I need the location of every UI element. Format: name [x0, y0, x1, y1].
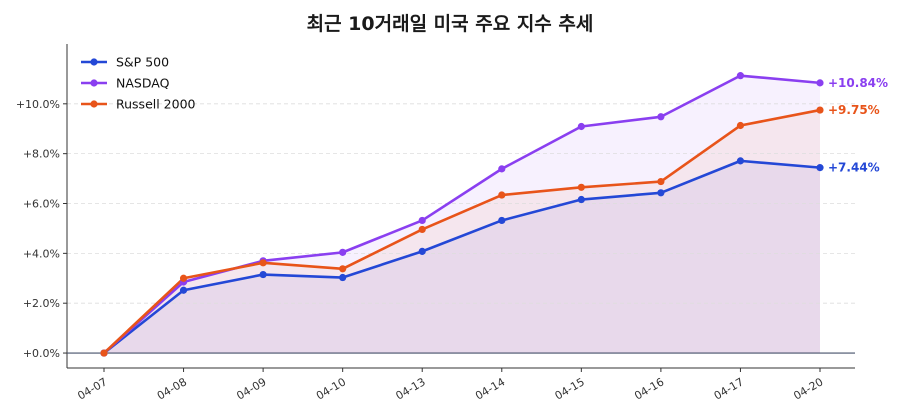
data-point-2-3 — [339, 265, 347, 273]
x-tick-label-3: 04-10 — [314, 375, 348, 402]
y-tick-label-5: +10.0% — [16, 98, 60, 111]
x-tick-label-8: 04-17 — [712, 375, 746, 402]
series-lines — [102, 74, 822, 355]
x-tick-label-6: 04-15 — [553, 375, 587, 402]
legend: S&P 500 NASDAQ Russell 2000 — [81, 55, 196, 112]
y-axis-ticks: +0.0% +2.0% +4.0% +6.0% +8.0% +10.0% — [16, 98, 67, 360]
grid-lines — [67, 103, 855, 304]
x-tick-label-1: 04-08 — [155, 375, 189, 402]
data-point-1-9 — [816, 79, 824, 87]
x-axis-ticks: 04-07 04-08 04-09 04-10 04-13 04-14 04-15 04-16… — [75, 368, 826, 403]
series-fill-0 — [104, 160, 820, 354]
x-tick-label-4: 04-13 — [394, 375, 428, 402]
y-tick-label-2: +4.0% — [23, 247, 60, 260]
data-point-0-2 — [259, 270, 267, 279]
legend-label-1: NASDAQ — [116, 76, 170, 91]
data-point-1-6 — [577, 122, 585, 131]
data-point-0-9 — [816, 164, 824, 172]
data-point-2-4 — [418, 225, 426, 234]
series-fill-1 — [104, 75, 820, 354]
data-point-0-6 — [577, 195, 585, 204]
end-label-2: +9.75% — [828, 103, 880, 117]
x-tick-label-9: 04-20 — [791, 375, 825, 402]
data-point-2-6 — [577, 183, 585, 191]
end-labels: +7.44% +10.84% +9.75% — [828, 76, 888, 175]
data-point-1-5 — [498, 165, 506, 173]
x-tick-label-5: 04-14 — [473, 375, 507, 402]
data-point-2-5 — [498, 191, 506, 199]
data-point-0-7 — [657, 189, 665, 197]
series-points — [100, 72, 824, 357]
data-point-2-2 — [259, 259, 267, 267]
data-point-2-8 — [736, 121, 745, 130]
series-line-2 — [102, 108, 822, 355]
series-fills — [104, 75, 820, 354]
legend-label-0: S&P 500 — [116, 55, 169, 70]
data-point-0-5 — [498, 216, 506, 225]
y-tick-label-4: +8.0% — [23, 148, 60, 161]
x-tick-label-0: 04-07 — [75, 375, 109, 402]
y-tick-label-3: +6.0% — [23, 198, 60, 211]
series-fill-2 — [104, 110, 820, 354]
data-point-0-4 — [418, 247, 426, 255]
data-point-2-1 — [179, 274, 188, 282]
series-line-0 — [102, 159, 822, 355]
y-tick-label-0: +0.0% — [23, 347, 60, 360]
data-point-1-3 — [339, 248, 347, 256]
data-point-0-3 — [339, 273, 347, 282]
end-label-0: +7.44% — [828, 161, 880, 175]
data-point-2-9 — [816, 106, 824, 114]
data-point-1-8 — [736, 72, 745, 80]
x-tick-label-7: 04-16 — [632, 375, 666, 402]
legend-label-2: Russell 2000 — [116, 97, 196, 112]
chart-title: 최근 10거래일 미국 주요 지수 추세 — [307, 13, 594, 35]
legend-marker-1 — [90, 79, 98, 87]
y-tick-label-1: +2.0% — [23, 297, 60, 310]
x-tick-label-2: 04-09 — [234, 375, 268, 402]
axes — [66, 44, 855, 369]
data-point-1-4 — [418, 216, 426, 225]
legend-marker-0 — [90, 58, 98, 66]
end-label-1: +10.84% — [828, 76, 888, 90]
data-point-2-7 — [657, 177, 665, 186]
data-point-1-7 — [657, 113, 665, 121]
data-point-0-1 — [179, 286, 188, 294]
legend-marker-2 — [90, 100, 98, 108]
data-point-2-0 — [100, 349, 108, 357]
data-point-0-8 — [736, 157, 745, 165]
